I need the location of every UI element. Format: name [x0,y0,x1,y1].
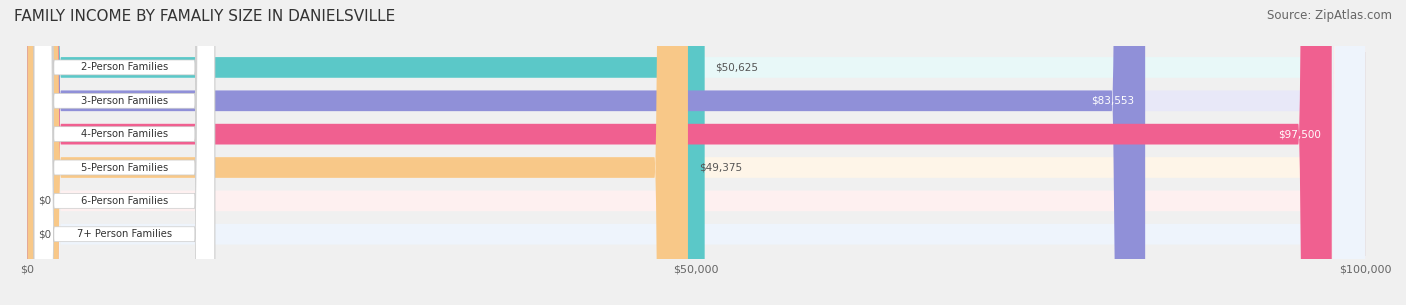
FancyBboxPatch shape [28,0,1365,305]
Text: Source: ZipAtlas.com: Source: ZipAtlas.com [1267,9,1392,22]
FancyBboxPatch shape [34,0,215,305]
Text: $49,375: $49,375 [699,163,742,173]
FancyBboxPatch shape [34,0,215,305]
FancyBboxPatch shape [28,0,1365,305]
Text: $50,625: $50,625 [716,63,758,72]
Text: $0: $0 [38,196,51,206]
Text: 3-Person Families: 3-Person Families [82,96,167,106]
FancyBboxPatch shape [28,0,1331,305]
Text: $0: $0 [38,229,51,239]
FancyBboxPatch shape [34,0,215,305]
Text: 6-Person Families: 6-Person Families [80,196,169,206]
FancyBboxPatch shape [28,0,1365,305]
FancyBboxPatch shape [28,0,704,305]
FancyBboxPatch shape [28,0,1365,305]
Text: $97,500: $97,500 [1278,129,1322,139]
FancyBboxPatch shape [34,0,215,305]
FancyBboxPatch shape [34,0,215,305]
Text: FAMILY INCOME BY FAMALIY SIZE IN DANIELSVILLE: FAMILY INCOME BY FAMALIY SIZE IN DANIELS… [14,9,395,24]
FancyBboxPatch shape [28,0,1365,305]
FancyBboxPatch shape [28,0,1144,305]
Text: 4-Person Families: 4-Person Families [82,129,167,139]
FancyBboxPatch shape [28,0,1365,305]
Text: 7+ Person Families: 7+ Person Families [77,229,172,239]
FancyBboxPatch shape [34,0,215,305]
Text: 5-Person Families: 5-Person Families [80,163,169,173]
Text: $83,553: $83,553 [1091,96,1135,106]
Text: 2-Person Families: 2-Person Families [80,63,169,72]
FancyBboxPatch shape [28,0,688,305]
